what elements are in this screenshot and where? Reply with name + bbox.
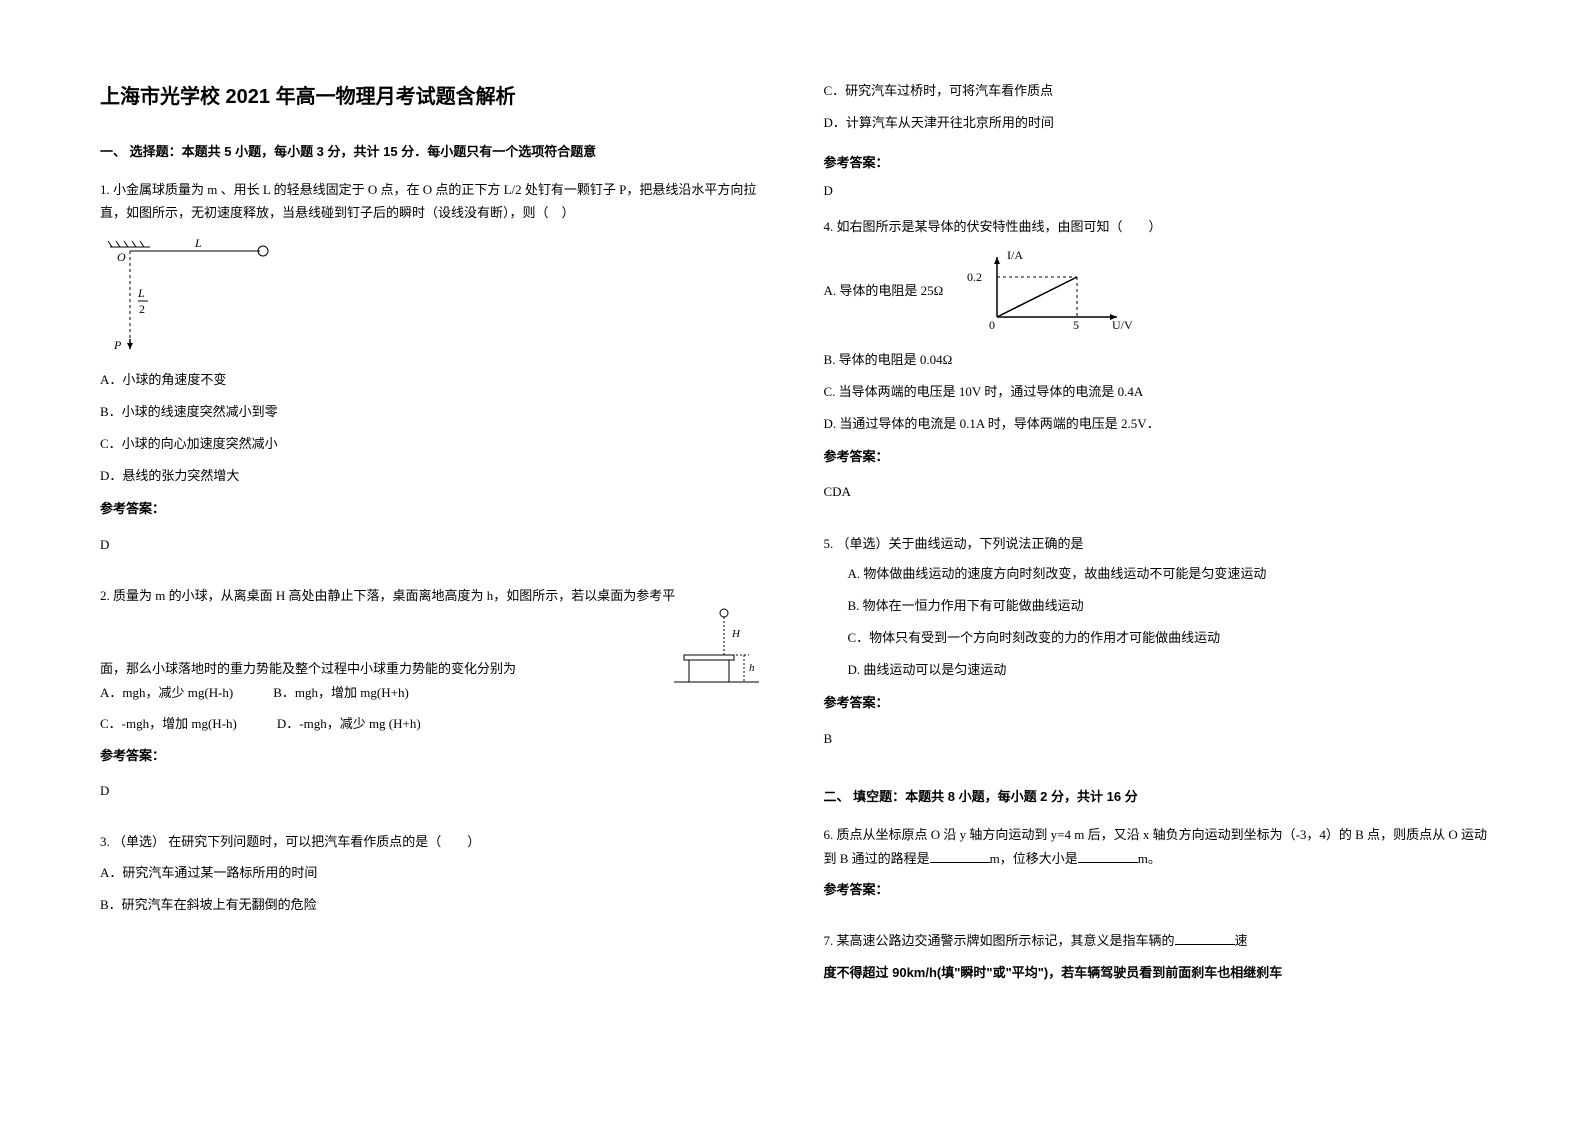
q2-text-line1: 2. 质量为 m 的小球，从离桌面 H 高处由静止下落，桌面离地高度为 h，如图…: [100, 584, 764, 607]
svg-text:O: O: [117, 250, 126, 264]
q6-text-part3: m。: [1138, 851, 1161, 866]
table-svg: H h: [664, 607, 764, 687]
svg-text:2: 2: [139, 302, 145, 316]
q1-answer: D: [100, 533, 764, 556]
q2-answer: D: [100, 779, 764, 802]
q6-text: 6. 质点从坐标原点 O 沿 y 轴方向运动到 y=4 m 后，又沿 x 轴负方…: [824, 823, 1488, 870]
q4-option-c: C. 当导体两端的电压是 10V 时，通过导体的电流是 0.4A: [824, 381, 1488, 403]
q1-option-b: B．小球的线速度突然减小到零: [100, 401, 764, 423]
graph-ytick: 0.2: [967, 270, 982, 284]
q3-text: 3. （单选） 在研究下列问题时，可以把汽车看作质点的是（ ）: [100, 830, 764, 853]
q2-options-row1: A．mgh，减少 mg(H-h) B．mgh，增加 mg(H+h): [100, 681, 654, 704]
q5-answer: B: [824, 727, 1488, 750]
q2-options-row2: C．-mgh，增加 mg(H-h) D．-mgh，减少 mg (H+h): [100, 712, 764, 735]
pendulum-svg: O L L 2 P: [100, 237, 300, 357]
q1-answer-label: 参考答案：: [100, 497, 764, 520]
question-5: 5. （单选）关于曲线运动，下列说法正确的是 A. 物体做曲线运动的速度方向时刻…: [824, 532, 1488, 767]
q4-option-d: D. 当通过导体的电流是 0.1A 时，导体两端的电压是 2.5V．: [824, 413, 1488, 435]
q4-figure: I/A U/V 0 0.2 5: [957, 247, 1137, 337]
q6-blank-1: [930, 850, 990, 863]
q5-option-a: A. 物体做曲线运动的速度方向时刻改变，故曲线运动不可能是匀变速运动: [824, 563, 1488, 585]
svg-text:P: P: [113, 338, 122, 352]
question-6: 6. 质点从坐标原点 O 沿 y 轴方向运动到 y=4 m 后，又沿 x 轴负方…: [824, 823, 1488, 917]
q7-text-part2: 速: [1235, 933, 1248, 948]
q1-option-c: C．小球的向心加速度突然减小: [100, 433, 764, 455]
section-2-header: 二、 填空题：本题共 8 小题，每小题 2 分，共计 16 分: [824, 786, 1488, 805]
graph-xtick: 5: [1073, 318, 1079, 332]
q3-answer: D: [824, 183, 1488, 199]
question-7: 7. 某高速公路边交通警示牌如图所示标记，其意义是指车辆的 速 度不得超过 90k…: [824, 929, 1488, 992]
q2-option-d: D．-mgh，减少 mg (H+h): [277, 712, 421, 735]
document-title: 上海市光学校 2021 年高一物理月考试题含解析: [100, 80, 764, 109]
q5-option-c: C．物体只有受到一个方向时刻改变的力的作用才可能做曲线运动: [824, 627, 1488, 649]
q4-answer-label: 参考答案：: [824, 445, 1488, 468]
q1-figure: O L L 2 P: [100, 237, 300, 357]
q7-text-line2: 度不得超过 90km/h(填"瞬时"或"平均")，若车辆驾驶员看到前面刹车也相继…: [824, 961, 1488, 984]
q1-option-d: D．悬线的张力突然增大: [100, 465, 764, 487]
left-column: 上海市光学校 2021 年高一物理月考试题含解析 一、 选择题：本题共 5 小题…: [100, 80, 764, 1082]
q3-answer-label: 参考答案：: [824, 152, 1488, 171]
q3-option-d: D．计算汽车从天津开往北京所用的时间: [824, 112, 1488, 134]
iv-graph-svg: I/A U/V 0 0.2 5: [957, 247, 1137, 337]
q7-text-line1: 7. 某高速公路边交通警示牌如图所示标记，其意义是指车辆的 速: [824, 929, 1488, 952]
question-1: 1. 小金属球质量为 m 、用长 L 的轻悬线固定于 O 点，在 O 点的正下方…: [100, 178, 764, 572]
q4-answer: CDA: [824, 480, 1488, 503]
section-1-header: 一、 选择题：本题共 5 小题，每小题 3 分，共计 15 分．每小题只有一个选…: [100, 141, 764, 160]
svg-text:h: h: [749, 662, 755, 674]
q7-blank-1: [1175, 932, 1235, 945]
graph-origin: 0: [989, 318, 995, 332]
q3-option-c: C．研究汽车过桥时，可将汽车看作质点: [824, 80, 1488, 102]
question-2: 2. 质量为 m 的小球，从离桌面 H 高处由静止下落，桌面离地高度为 h，如图…: [100, 584, 764, 818]
graph-xlabel: U/V: [1112, 318, 1133, 332]
q2-answer-label: 参考答案：: [100, 744, 764, 767]
question-3: 3. （单选） 在研究下列问题时，可以把汽车看作质点的是（ ） A．研究汽车通过…: [100, 830, 764, 926]
q2-option-b: B．mgh，增加 mg(H+h): [273, 681, 409, 704]
q5-option-d: D. 曲线运动可以是匀速运动: [824, 659, 1488, 681]
q6-answer-label: 参考答案：: [824, 878, 1488, 901]
question-4: 4. 如右图所示是某导体的伏安特性曲线，由图可知（ ） A. 导体的电阻是 25…: [824, 215, 1488, 519]
q4-text: 4. 如右图所示是某导体的伏安特性曲线，由图可知（ ）: [824, 215, 1488, 238]
q2-figure: H h: [664, 607, 764, 687]
graph-ylabel: I/A: [1007, 248, 1023, 262]
q5-answer-label: 参考答案：: [824, 691, 1488, 714]
q2-option-a: A．mgh，减少 mg(H-h): [100, 681, 233, 704]
q3-option-a: A．研究汽车通过某一路标所用的时间: [100, 862, 764, 884]
q1-option-a: A．小球的角速度不变: [100, 369, 764, 391]
q7-text-part1: 7. 某高速公路边交通警示牌如图所示标记，其意义是指车辆的: [824, 933, 1175, 948]
right-column: C．研究汽车过桥时，可将汽车看作质点 D．计算汽车从天津开往北京所用的时间 参考…: [824, 80, 1488, 1082]
q4-option-a: A. 导体的电阻是 25Ω: [824, 283, 944, 298]
q5-option-b: B. 物体在一恒力作用下有可能做曲线运动: [824, 595, 1488, 617]
svg-text:H: H: [731, 628, 741, 640]
q5-text: 5. （单选）关于曲线运动，下列说法正确的是: [824, 532, 1488, 555]
svg-text:L: L: [137, 286, 145, 300]
q6-blank-2: [1078, 850, 1138, 863]
q4-optA-with-graph: A. 导体的电阻是 25Ω I/A U/V 0: [824, 247, 1488, 337]
q6-text-part2: m，位移大小是: [990, 851, 1078, 866]
svg-text:L: L: [194, 237, 202, 250]
q2-option-c: C．-mgh，增加 mg(H-h): [100, 712, 237, 735]
q4-option-b: B. 导体的电阻是 0.04Ω: [824, 349, 1488, 371]
q3-option-b: B．研究汽车在斜坡上有无翻倒的危险: [100, 894, 764, 916]
q1-text: 1. 小金属球质量为 m 、用长 L 的轻悬线固定于 O 点，在 O 点的正下方…: [100, 178, 764, 225]
q2-text-part1: 2. 质量为 m 的小球，从离桌面 H 高处由静止下落，桌面离地高度为 h，如图…: [100, 588, 675, 603]
